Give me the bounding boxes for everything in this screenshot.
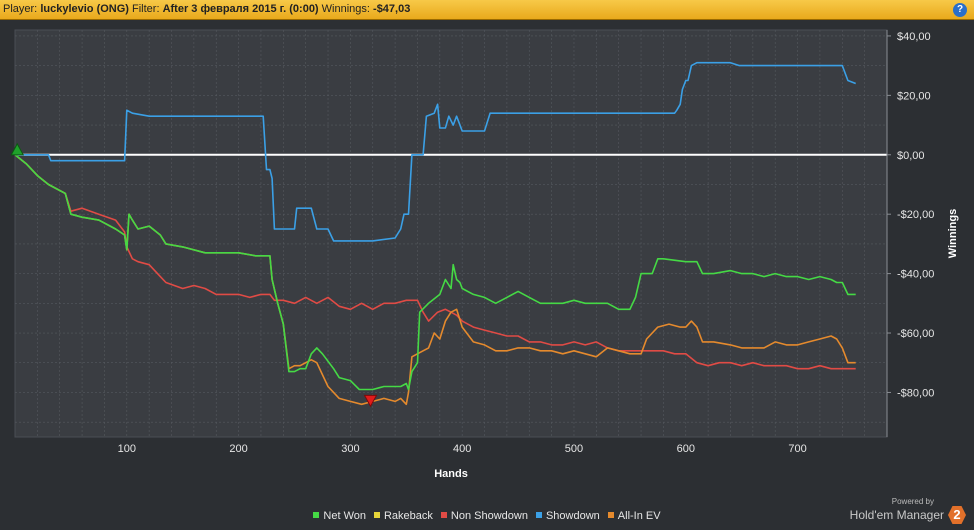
x-tick-label: 700 — [788, 443, 806, 455]
legend-swatch — [607, 512, 614, 519]
max-marker — [10, 142, 25, 156]
player-label: Player: — [3, 3, 38, 15]
player-value: luckylevio (ONG) — [40, 3, 129, 15]
y-tick-label: $0,00 — [897, 150, 925, 162]
series-line-net-won — [14, 154, 856, 391]
legend-swatch — [535, 512, 542, 519]
axes: 100 200 300 400 500 600 700 $40,00 $20,00 $0,00 -$… — [118, 30, 934, 455]
title-bar: Player: luckylevio (ONG) Filter: After 3… — [0, 0, 974, 20]
brand-logo: Powered by Hold'em Manager 2 — [850, 497, 966, 524]
version-badge: 2 — [948, 506, 966, 524]
brand-name: Hold'em Manager — [849, 508, 944, 522]
y-tick-label: -$40,00 — [897, 269, 934, 281]
legend-item[interactable]: Non Showdown — [440, 510, 528, 522]
series-line-non-showdown — [14, 154, 856, 370]
filter-value: After 3 февраля 2015 г. (0:00) — [162, 3, 319, 15]
x-tick-label: 500 — [565, 443, 583, 455]
filter-label: Filter: — [132, 3, 160, 15]
plot-area — [14, 29, 888, 438]
legend-item[interactable]: All-In EV — [607, 510, 661, 522]
x-tick-label: 300 — [341, 443, 359, 455]
series-line-showdown — [15, 61, 856, 242]
legend-item[interactable]: Showdown — [535, 510, 600, 522]
winnings-value: -$47,03 — [373, 3, 411, 15]
y-tick-label: $40,00 — [897, 31, 931, 43]
legend-swatch — [440, 512, 447, 519]
legend-label: Non Showdown — [450, 510, 528, 522]
legend-item[interactable]: Net Won — [313, 510, 366, 522]
min-marker — [363, 394, 378, 408]
legend-swatch — [313, 512, 320, 519]
series-layer — [10, 61, 887, 408]
x-tick-label: 600 — [677, 443, 695, 455]
y-tick-label: $20,00 — [897, 90, 931, 102]
legend-label: Net Won — [323, 510, 366, 522]
legend-item[interactable]: Rakeback — [373, 510, 433, 522]
x-axis-title: Hands — [434, 468, 468, 480]
y-tick-label: -$80,00 — [897, 387, 934, 399]
legend-label: Rakeback — [383, 510, 433, 522]
winnings-chart: 100 200 300 400 500 600 700 $40,00 $20,00 $0,00 -$… — [10, 29, 959, 480]
legend: Net Won Rakeback Non Showdown Showdown All-I… — [0, 510, 974, 526]
question-icon[interactable]: ? — [953, 3, 967, 17]
x-tick-label: 400 — [453, 443, 471, 455]
legend-swatch — [373, 512, 380, 519]
powered-by-text: Powered by — [891, 497, 934, 506]
x-tick-label: 200 — [229, 443, 247, 455]
legend-label: All-In EV — [617, 510, 661, 522]
y-tick-label: -$60,00 — [897, 328, 934, 340]
y-tick-label: -$20,00 — [897, 209, 934, 221]
x-tick-label: 100 — [118, 443, 136, 455]
winnings-label: Winnings: — [321, 3, 370, 15]
legend-label: Showdown — [545, 510, 600, 522]
y-axis-title: Winnings — [947, 209, 959, 258]
